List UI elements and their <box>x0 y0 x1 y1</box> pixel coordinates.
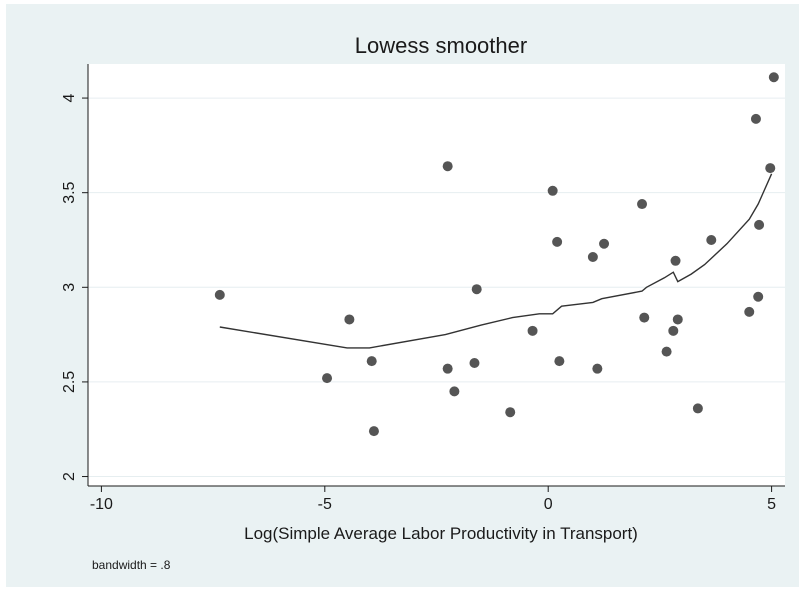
data-point <box>368 426 379 437</box>
data-point <box>744 306 755 317</box>
data-point <box>599 238 610 249</box>
chart-title: Lowess smoother <box>355 33 527 58</box>
data-point <box>592 363 603 374</box>
data-point <box>750 113 761 124</box>
y-tick-label: 4 <box>61 94 78 103</box>
data-point <box>754 219 765 230</box>
bandwidth-note: bandwidth = .8 <box>92 558 171 572</box>
data-point <box>668 325 679 336</box>
lowess-chart: -10 -5 0 5 2 2.5 3 3.5 4 Lowess smoother Log(Si… <box>61 33 785 572</box>
y-ticks: 2 2.5 3 3.5 4 <box>61 94 88 481</box>
lowess-line <box>219 173 773 349</box>
x-axis-title: Log(Simple Average Labor Productivity in… <box>244 524 638 543</box>
data-point <box>706 234 717 245</box>
data-point <box>554 356 565 367</box>
data-point <box>449 386 460 397</box>
x-tick-label: -10 <box>90 496 113 513</box>
data-point <box>765 163 776 174</box>
data-point <box>661 346 672 357</box>
data-point <box>366 356 377 367</box>
x-tick-label: -5 <box>318 496 332 513</box>
data-point <box>344 314 355 325</box>
chart-figure: -10 -5 0 5 2 2.5 3 3.5 4 Lowess smoother Log(Si… <box>6 4 799 587</box>
data-point <box>692 403 703 414</box>
data-point <box>587 252 598 263</box>
y-tick-label: 3 <box>61 283 78 292</box>
y-tick-label: 3.5 <box>61 181 78 203</box>
data-point <box>552 236 563 247</box>
data-point <box>753 291 764 302</box>
data-point <box>768 72 779 83</box>
data-point <box>442 161 453 172</box>
x-tick-label: 5 <box>767 496 776 513</box>
data-point <box>505 407 516 418</box>
data-point <box>670 255 681 266</box>
data-point <box>527 325 538 336</box>
data-point <box>672 314 683 325</box>
x-ticks: -10 -5 0 5 <box>90 486 776 513</box>
data-point <box>469 357 480 368</box>
plot-area <box>88 64 785 486</box>
grid-lines <box>88 97 785 478</box>
data-point <box>214 289 225 300</box>
y-tick-label: 2.5 <box>61 371 78 393</box>
data-point <box>639 312 650 323</box>
data-point <box>471 284 482 295</box>
x-tick-label: 0 <box>544 496 553 513</box>
data-point <box>547 185 558 196</box>
data-points <box>214 72 779 437</box>
data-point <box>637 199 648 210</box>
data-point <box>322 373 333 384</box>
axes <box>87 64 785 487</box>
data-point <box>442 363 453 374</box>
y-tick-label: 2 <box>61 472 78 481</box>
